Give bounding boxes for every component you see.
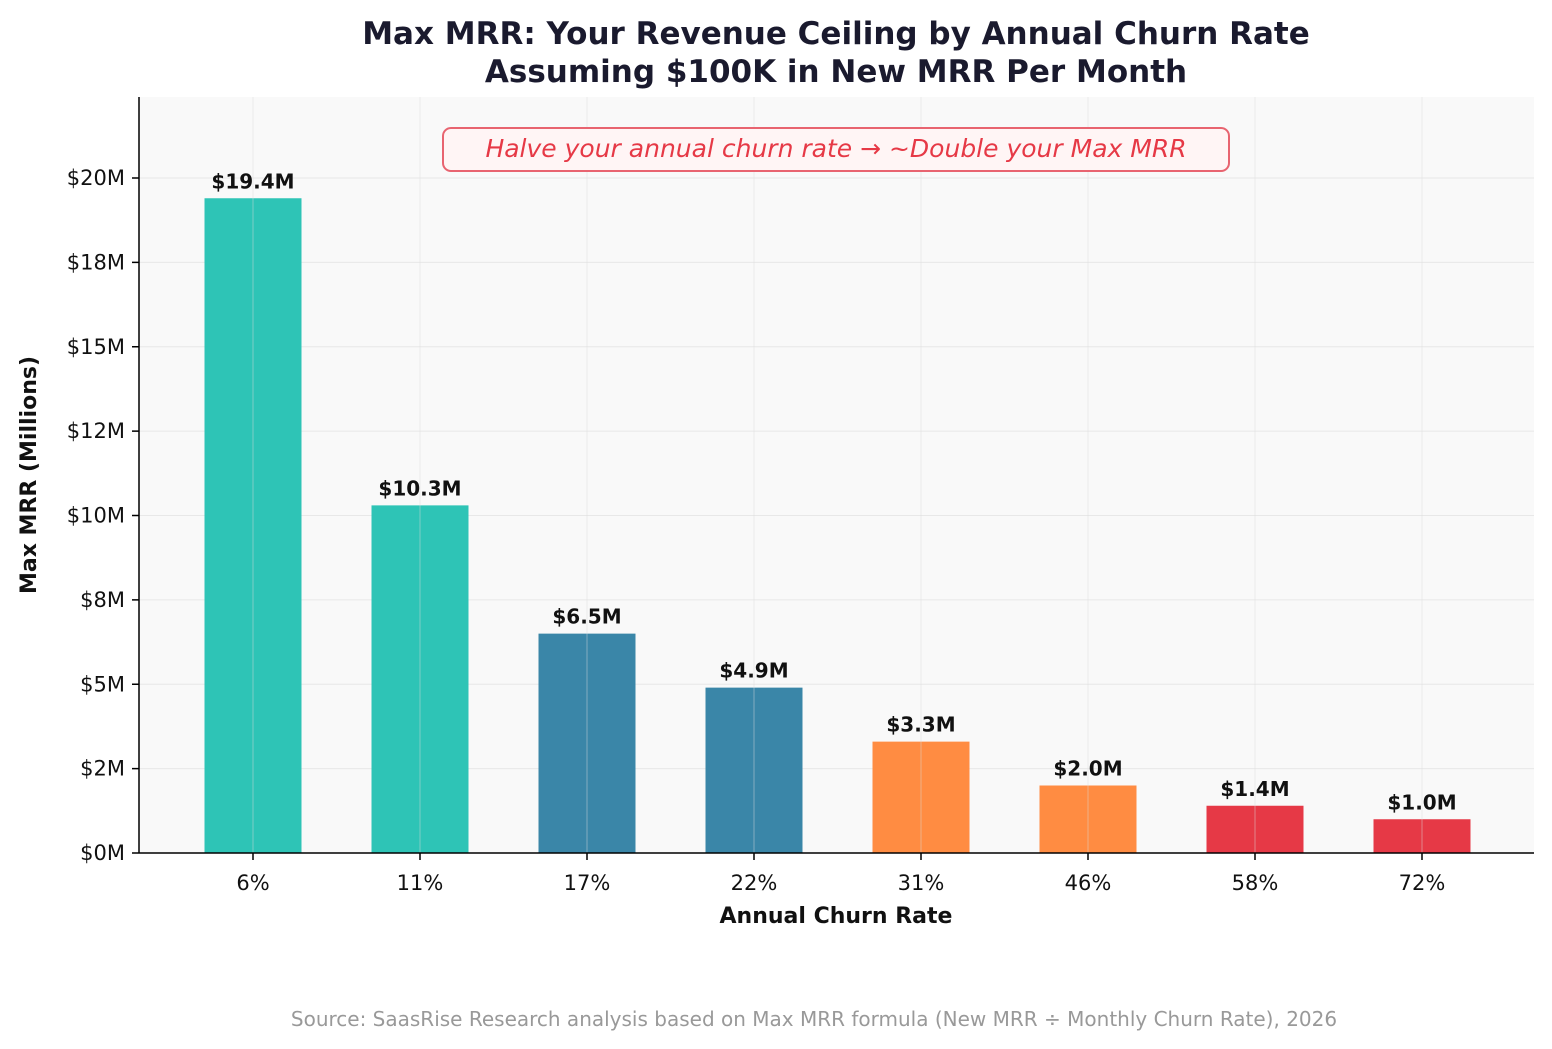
y-axis-ticks: $0M $2M $5M $8M $10M $12M $15M $18M $20M (67, 166, 139, 865)
y-tick-label: $2M (80, 757, 125, 781)
bar (1206, 805, 1304, 853)
x-axis-label: Annual Churn Rate (720, 904, 953, 929)
bar (872, 741, 970, 853)
x-tick-label: 72% (1399, 871, 1446, 895)
x-tick-label: 31% (898, 871, 945, 895)
bar-value-label: $2.0M (1053, 757, 1122, 781)
y-tick-label: $5M (80, 672, 125, 696)
bar (204, 198, 302, 853)
bars (204, 198, 1471, 853)
bar-value-label: $6.5M (552, 605, 621, 629)
x-tick-label: 6% (236, 871, 269, 895)
y-tick-label: $0M (80, 841, 125, 865)
x-tick-label: 58% (1232, 871, 1279, 895)
bar-value-label: $19.4M (211, 169, 294, 193)
annotation-box: Halve your annual churn rate → ~Double y… (442, 127, 1230, 172)
y-tick-label: $12M (67, 419, 125, 443)
y-tick-label: $10M (67, 504, 125, 528)
data-labels: $19.4M $10.3M $6.5M $4.9M $3.3M $2.0M $1.4M $1.… (211, 169, 1456, 814)
annotation-frame (442, 127, 1230, 172)
y-tick-label: $8M (80, 588, 125, 612)
y-axis-label: Max MRR (Millions) (17, 356, 42, 594)
chart-title: Max MRR: Your Revenue Ceiling by Annual … (362, 16, 1310, 52)
bar (705, 687, 803, 853)
chart-subtitle: Assuming $100K in New MRR Per Month (485, 54, 1187, 90)
source-note: Source: SaasRise Research analysis based… (291, 1007, 1337, 1031)
y-tick-label: $20M (67, 166, 125, 190)
x-gridlines (252, 97, 1423, 853)
bar-value-label: $1.4M (1220, 777, 1289, 801)
y-tick-label: $15M (67, 335, 125, 359)
bar (1039, 785, 1137, 853)
y-tick-label: $18M (67, 250, 125, 274)
annotation-text: Halve your annual churn rate → ~Double y… (485, 134, 1186, 163)
bar-value-label: $4.9M (719, 659, 788, 683)
bar-value-label: $3.3M (886, 713, 955, 737)
plot-area-background (139, 97, 1534, 853)
bar (538, 633, 636, 853)
x-tick-label: 22% (731, 871, 778, 895)
bar (371, 505, 469, 853)
x-tick-label: 17% (564, 871, 611, 895)
bar-value-label: $10.3M (378, 476, 461, 500)
bar-value-label: $1.0M (1387, 790, 1456, 814)
x-tick-label: 46% (1065, 871, 1112, 895)
x-axis-ticks: 6% 11% 17% 22% 31% 46% 58% 72% (236, 853, 1445, 895)
x-tick-label: 11% (397, 871, 444, 895)
bar (1373, 819, 1471, 853)
